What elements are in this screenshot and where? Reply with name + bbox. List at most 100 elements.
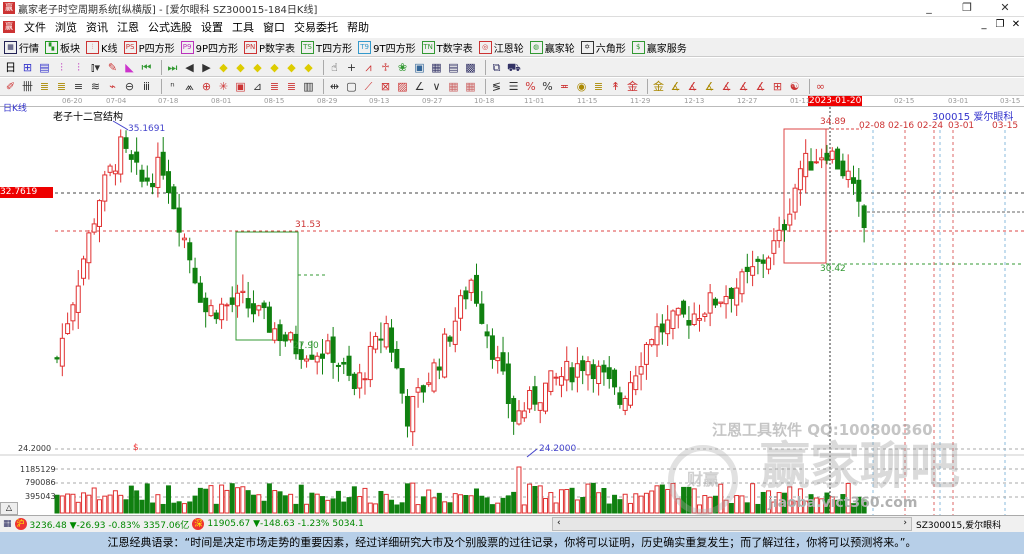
grid-lines-icon[interactable]: ▥ [303, 80, 314, 93]
circle-icon[interactable]: ⊖ [124, 80, 135, 93]
diamond-right-icon[interactable]: ◆ [270, 60, 279, 74]
v-icon[interactable]: ∨ [432, 80, 441, 93]
diamond-in-icon[interactable]: ◆ [287, 60, 296, 74]
gann-grid-icon[interactable]: ▨ [397, 80, 408, 93]
pattern-icon[interactable]: ⩘ [365, 60, 372, 74]
diamond-left-icon[interactable]: ◆ [253, 60, 262, 74]
prev-icon[interactable]: ◀ [185, 60, 194, 74]
angle-b-icon[interactable]: ∡ [704, 80, 715, 93]
scroll-right-icon[interactable]: › [903, 518, 907, 528]
toolbar-button[interactable]: $ 赢家服务 [631, 40, 687, 55]
gann-box-icon[interactable]: ⊠ [380, 80, 391, 93]
bar-type-icon[interactable]: ⫾▾ [90, 60, 101, 74]
toolbar-button[interactable]: ◍ 赢家轮 [529, 40, 575, 55]
toolbar-button[interactable]: ▦ 行情 [4, 40, 39, 55]
menu-item[interactable]: 资讯 [86, 20, 108, 34]
mdi-close-button[interactable]: ✕ [1011, 19, 1021, 30]
fib-a-icon[interactable]: ≣ [39, 80, 50, 93]
red-fib-icon[interactable]: ≣ [269, 80, 280, 93]
menu-item[interactable]: 公式选股 [148, 20, 192, 34]
fan-icon[interactable]: ⩕ [185, 80, 194, 93]
angle-icon[interactable]: ⊿ [252, 80, 263, 93]
box-icon[interactable]: ▣ [235, 80, 246, 93]
gold-b-icon[interactable]: 金 [653, 80, 664, 93]
fib-d-icon[interactable]: ≋ [90, 80, 101, 93]
wave-icon[interactable]: ∞ [815, 80, 826, 93]
fib-b-icon[interactable]: ≣ [56, 80, 67, 93]
menu-item[interactable]: 浏览 [55, 20, 77, 34]
draw-icon[interactable]: ✎ [107, 60, 118, 74]
angle-f-icon[interactable]: ∡ [687, 80, 698, 93]
toolbar-button[interactable]: TN T数字表 [421, 40, 473, 55]
arrow-up-icon[interactable]: ↟ [610, 80, 621, 93]
doc-icon[interactable]: ▤ [39, 60, 50, 74]
zoom-chart-icon[interactable]: ⊞ [22, 60, 33, 74]
toolbar-button[interactable]: T9 9T四方形 [358, 40, 416, 55]
calendar-icon[interactable]: ▣ [414, 60, 425, 74]
toolbar-button[interactable]: PS P四方形 [123, 40, 175, 55]
lines-icon[interactable]: 卌 [22, 80, 33, 93]
menu-item[interactable]: 文件 [24, 20, 46, 34]
red-fib2-icon[interactable]: ≣ [286, 80, 297, 93]
wave-lines-icon[interactable]: ≶ [491, 80, 502, 93]
close-button[interactable]: ✕ [1000, 1, 1010, 14]
mdi-restore-button[interactable]: ❐ [995, 19, 1005, 30]
toolbar-button[interactable]: TS T四方形 [301, 40, 352, 55]
bars-icon[interactable]: ☰ [508, 80, 519, 93]
star-icon[interactable]: ✳ [218, 80, 229, 93]
table-icon[interactable]: ▦ [448, 80, 459, 93]
angle-e-icon[interactable]: ∡ [755, 80, 766, 93]
crosshair-icon[interactable]: + [346, 60, 357, 74]
ruler-icon[interactable]: ⌁ [109, 80, 116, 93]
table2-icon[interactable]: ▦ [465, 80, 476, 93]
kline-chart[interactable] [0, 107, 1024, 515]
trade-icon[interactable]: ⛟ [507, 60, 521, 74]
target-icon[interactable]: ⊕ [201, 80, 212, 93]
diamond-up-icon[interactable]: ◆ [219, 60, 228, 74]
pen-icon[interactable]: ✐ [5, 80, 16, 93]
menu-item[interactable]: 交易委托 [294, 20, 338, 34]
menu-item[interactable]: 工具 [232, 20, 254, 34]
toolbar-button[interactable]: PN P数字表 [244, 40, 295, 55]
angle-a-icon[interactable]: ∡ [670, 80, 681, 93]
grid-icon[interactable]: ▦ [3, 519, 12, 529]
percent-icon[interactable]: % [542, 80, 553, 93]
menu-item[interactable]: 帮助 [347, 20, 369, 34]
minimize-button[interactable]: _ [926, 1, 932, 14]
app-menu-icon[interactable]: 赢 [3, 20, 15, 33]
toolbar-button[interactable]: ◎ 江恩轮 [478, 40, 524, 55]
menu-item[interactable]: 设置 [201, 20, 223, 34]
horizontal-scrollbar[interactable]: ‹ › [552, 517, 912, 531]
angle-c-icon[interactable]: ∡ [721, 80, 732, 93]
save-icon[interactable]: ▩ [465, 60, 476, 74]
lock-icon[interactable]: ♱ [381, 60, 390, 74]
pct-line-icon[interactable]: ≖ [559, 80, 570, 93]
calculator-icon[interactable]: ▦ [431, 60, 442, 74]
scroll-left-icon[interactable]: ‹ [557, 518, 561, 528]
angle-line-icon[interactable]: ∠ [414, 80, 425, 93]
grid-red-icon[interactable]: ⊞ [772, 80, 783, 93]
gann-fan-icon[interactable]: ⟋ [364, 80, 373, 93]
calc-icon[interactable]: ❀ [397, 60, 408, 74]
rect-icon[interactable]: ▢ [346, 80, 357, 93]
expand-panel-button[interactable]: △ [0, 502, 18, 515]
day-period-icon[interactable]: 日▾ [5, 60, 16, 87]
restore-button[interactable]: ❐ [962, 1, 972, 14]
diamond-down-icon[interactable]: ◆ [236, 60, 245, 74]
span-icon[interactable]: ⇹ [329, 80, 340, 93]
toolbar-button[interactable]: ⫶ K线 [86, 40, 118, 55]
diamond-out-icon[interactable]: ◆ [304, 60, 313, 74]
next-icon[interactable]: ▶ [202, 60, 211, 74]
fib-c-icon[interactable]: ≡ [73, 80, 84, 93]
hand-icon[interactable]: ☝ [331, 60, 338, 74]
menu-item[interactable]: 江恩 [117, 20, 139, 34]
gold-line-icon[interactable]: ≣ [593, 80, 604, 93]
kline-b-icon[interactable]: ⫶ [77, 60, 80, 74]
gold-a-icon[interactable]: 金 [627, 80, 638, 93]
cycle-icon[interactable]: ⅲ [142, 80, 150, 93]
toolbar-button[interactable]: ▚ 板块 [45, 40, 80, 55]
menu-item[interactable]: 窗口 [263, 20, 285, 34]
last-icon[interactable]: ⏭ [167, 60, 178, 74]
n2-icon[interactable]: ⁿ [170, 80, 175, 93]
taichi-icon[interactable]: ☯ [789, 80, 800, 93]
